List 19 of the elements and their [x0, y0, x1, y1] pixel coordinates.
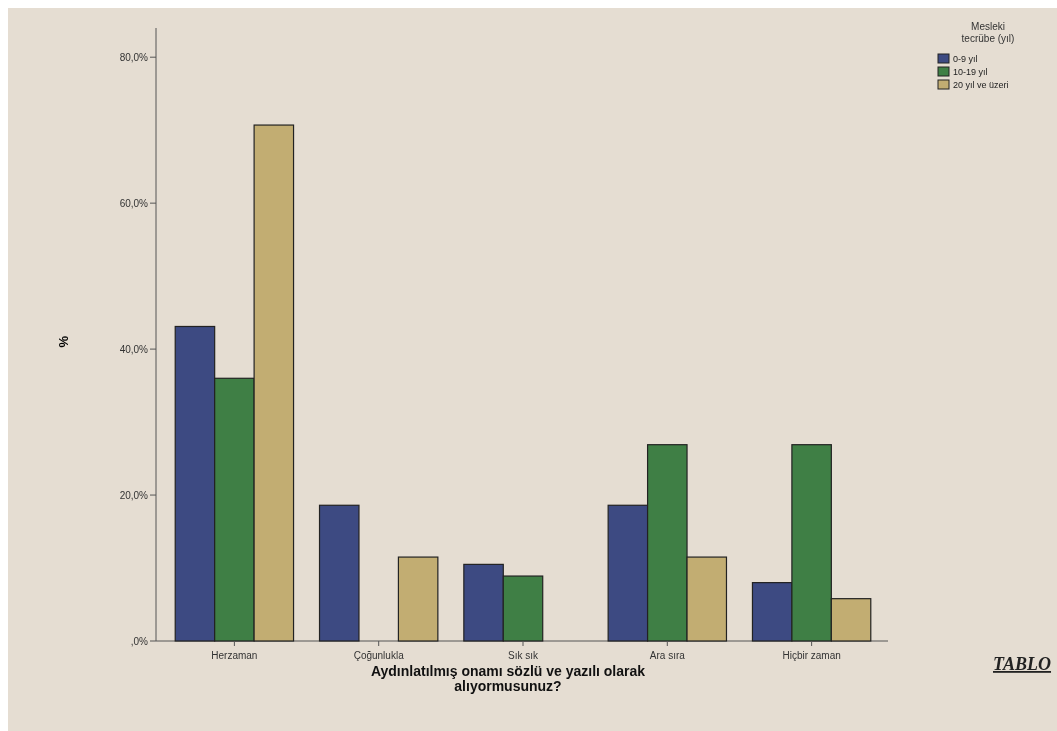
bar	[397, 556, 439, 642]
y-tick-label: 60,0%	[119, 197, 149, 209]
y-axis-title: %	[56, 335, 71, 348]
legend-label: 10-19 yıl	[953, 67, 988, 77]
legend-label: 20 yıl ve üzeri	[953, 80, 1009, 90]
y-tick-label: 80,0%	[119, 51, 149, 63]
x-tick-label: Sık sık	[507, 650, 539, 661]
bar	[318, 504, 360, 642]
x-tick-label: Hiçbir zaman	[782, 650, 841, 661]
x-tick-label: Herzaman	[211, 650, 258, 661]
legend-title: Mesleki tecrübe (yıl)	[961, 21, 1015, 44]
y-tick-label: 20,0%	[119, 489, 149, 501]
y-tick-label: ,0%	[130, 635, 149, 647]
text: TABLO	[993, 654, 1052, 674]
x-tick-label: Ara sıra	[649, 650, 686, 661]
x-tick-label: Çoğunlukla	[353, 650, 405, 661]
x-axis-title: Aydınlatılmış onamı sözlü ve yazılı olarak alıyormusunuz?	[370, 663, 646, 695]
legend-label: 0-9 yıl	[953, 54, 978, 64]
y-tick-label: 40,0%	[119, 343, 149, 355]
